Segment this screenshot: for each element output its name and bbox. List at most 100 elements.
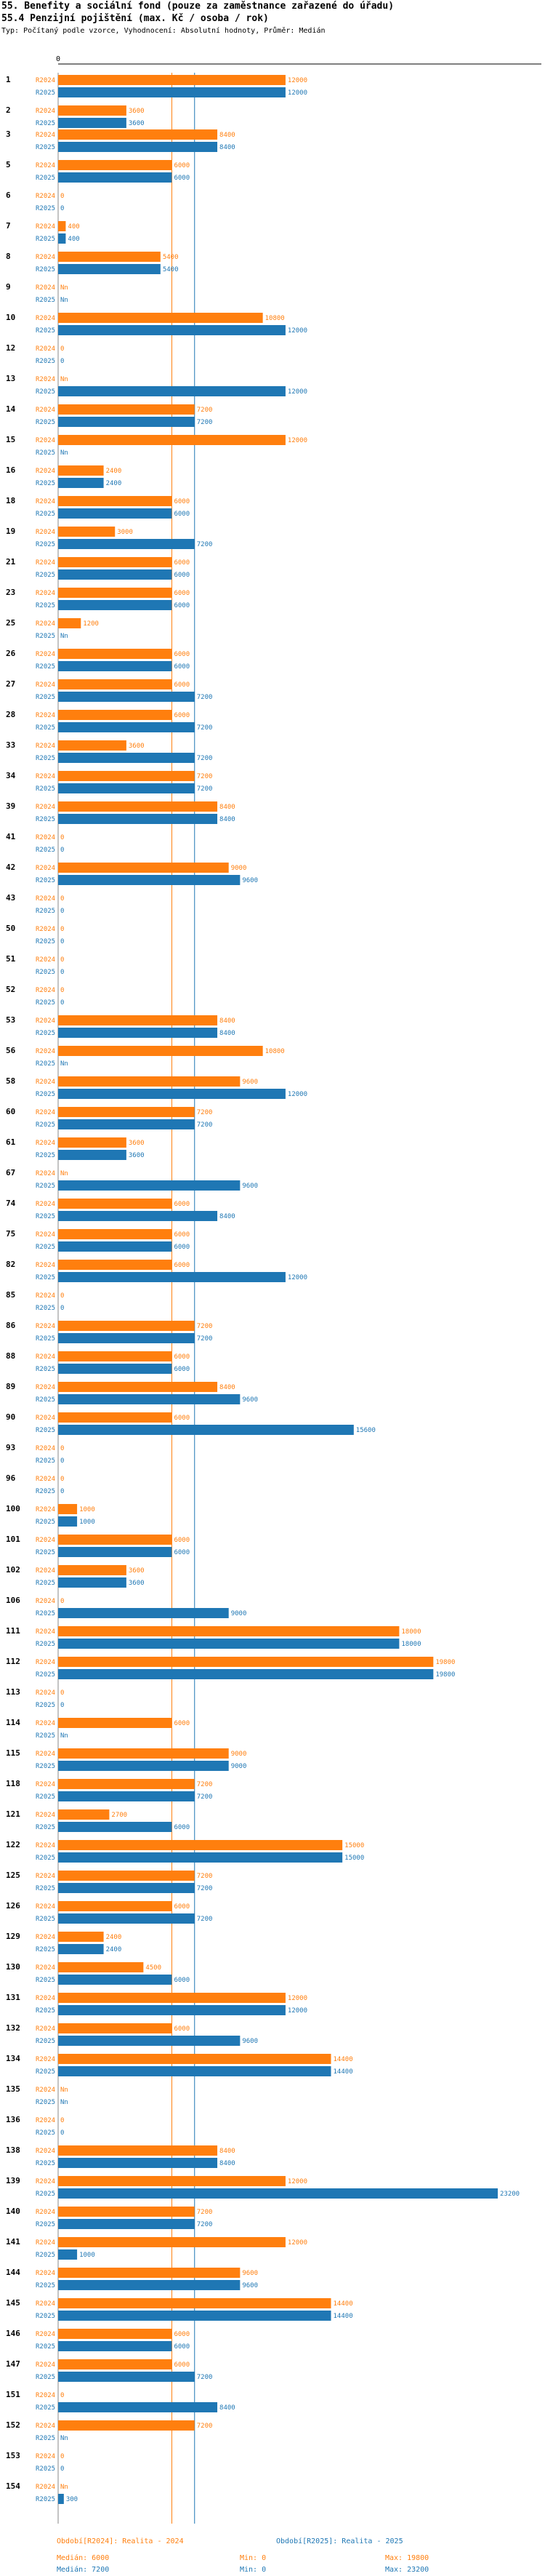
category-label: 12 xyxy=(6,343,15,353)
series-label-r2025: R2025 xyxy=(36,89,55,97)
value-label-r2025: 6000 xyxy=(174,175,190,182)
bar-r2025 xyxy=(58,1577,126,1588)
value-label-r2025: 6000 xyxy=(174,1366,190,1373)
series-label-r2024: R2024 xyxy=(36,2239,55,2247)
category-label: 138 xyxy=(6,2145,20,2155)
series-label-r2024: R2024 xyxy=(36,2056,55,2063)
value-label-r2025: 8400 xyxy=(219,144,235,151)
category-label: 15 xyxy=(6,435,15,444)
value-label-r2025: 9000 xyxy=(231,1610,247,1617)
legend-r2025-max: Max: 23200 xyxy=(385,2566,429,2574)
series-label-r2025: R2025 xyxy=(36,602,55,609)
series-label-r2024: R2024 xyxy=(36,345,55,353)
series-label-r2024: R2024 xyxy=(36,681,55,689)
series-label-r2024: R2024 xyxy=(36,1537,55,1544)
value-label-r2024: 7200 xyxy=(197,1873,213,1880)
value-label-r2025: 8400 xyxy=(219,1213,235,1220)
series-label-r2024: R2024 xyxy=(36,2484,55,2491)
bar-r2025 xyxy=(58,386,286,396)
series-label-r2025: R2025 xyxy=(36,816,55,823)
series-label-r2024: R2024 xyxy=(36,1567,55,1575)
bar-r2024 xyxy=(58,1748,229,1759)
series-label-r2024: R2024 xyxy=(36,1934,55,1941)
series-label-r2024: R2024 xyxy=(36,2453,55,2460)
bar-r2024 xyxy=(58,1199,172,1209)
value-label-r2025: 7200 xyxy=(197,541,213,548)
category-label: 151 xyxy=(6,2390,20,2399)
series-label-r2024: R2024 xyxy=(36,437,55,444)
value-label-r2024: 4500 xyxy=(145,1964,161,1972)
value-label-r2024: 0 xyxy=(60,1689,64,1697)
legend-r2025-label: Období[R2025]: Realita - 2025 xyxy=(276,2537,403,2545)
value-label-r2025: 6000 xyxy=(174,1549,190,1556)
series-label-r2024: R2024 xyxy=(36,1720,55,1727)
value-label-r2024: 6000 xyxy=(174,559,190,567)
bar-r2024 xyxy=(58,679,172,689)
bar-r2024 xyxy=(58,2176,286,2186)
series-label-r2024: R2024 xyxy=(36,1995,55,2002)
category-label: 90 xyxy=(6,1412,15,1422)
bar-r2024 xyxy=(58,1535,172,1545)
category-label: 50 xyxy=(6,924,15,933)
bar-r2025 xyxy=(58,783,195,793)
value-label-r2025: 7200 xyxy=(197,1885,213,1892)
category-label: 7 xyxy=(6,221,11,231)
value-label-r2024: 3600 xyxy=(129,108,145,115)
value-label-r2024: 7200 xyxy=(197,1781,213,1788)
value-label-r2024: 8400 xyxy=(219,2148,235,2155)
bar-r2025 xyxy=(58,2280,241,2290)
series-label-r2025: R2025 xyxy=(36,724,55,732)
category-label: 25 xyxy=(6,618,15,628)
bar-r2025 xyxy=(58,2311,331,2321)
series-label-r2025: R2025 xyxy=(36,2129,55,2137)
series-label-r2025: R2025 xyxy=(36,1488,55,1495)
value-label-r2024: Nn xyxy=(60,376,68,383)
bar-r2025 xyxy=(58,2188,498,2199)
category-label: 85 xyxy=(6,1290,15,1300)
series-label-r2024: R2024 xyxy=(36,559,55,567)
category-label: 139 xyxy=(6,2176,20,2185)
value-label-r2025: 6000 xyxy=(174,1977,190,1984)
series-label-r2024: R2024 xyxy=(36,529,55,536)
series-label-r2025: R2025 xyxy=(36,175,55,182)
value-label-r2024: 400 xyxy=(68,223,79,231)
series-label-r2025: R2025 xyxy=(36,1885,55,1892)
series-label-r2024: R2024 xyxy=(36,77,55,84)
bar-r2025 xyxy=(58,1180,241,1191)
series-label-r2024: R2024 xyxy=(36,2178,55,2185)
bar-r2024 xyxy=(58,129,218,140)
value-label-r2025: 6000 xyxy=(174,2343,190,2351)
bar-r2025 xyxy=(58,1669,434,1679)
category-label: 82 xyxy=(6,1260,15,1269)
series-label-r2024: R2024 xyxy=(36,1079,55,1086)
value-label-r2025: 0 xyxy=(60,969,64,976)
value-label-r2025: 3600 xyxy=(129,120,145,127)
series-label-r2024: R2024 xyxy=(36,1353,55,1361)
value-label-r2025: 7200 xyxy=(197,2221,213,2228)
category-label: 43 xyxy=(6,893,15,903)
category-label: 33 xyxy=(6,740,15,750)
series-label-r2025: R2025 xyxy=(36,1824,55,1831)
bar-r2024 xyxy=(58,2207,195,2217)
category-label: 129 xyxy=(6,1932,20,1941)
x-tick-label: 0 xyxy=(56,55,60,63)
bar-r2024 xyxy=(58,1076,241,1087)
bar-r2024 xyxy=(58,801,218,812)
value-label-r2025: Nn xyxy=(60,633,68,640)
category-label: 39 xyxy=(6,801,15,811)
bar-r2024 xyxy=(58,557,172,567)
value-label-r2025: 0 xyxy=(60,1457,64,1465)
value-label-r2025: 15600 xyxy=(356,1427,376,1434)
chart-note: Typ: Počítaný podle vzorce, Vyhodnocení:… xyxy=(1,27,326,35)
value-label-r2024: 6000 xyxy=(174,1231,190,1239)
series-label-r2025: R2025 xyxy=(36,969,55,976)
series-label-r2025: R2025 xyxy=(36,572,55,579)
category-label: 146 xyxy=(6,2329,20,2338)
series-label-r2024: R2024 xyxy=(36,1476,55,1483)
value-label-r2025: 6000 xyxy=(174,1244,190,1251)
series-label-r2024: R2024 xyxy=(36,315,55,322)
bar-r2025 xyxy=(58,1608,229,1618)
series-label-r2025: R2025 xyxy=(36,2282,55,2289)
value-label-r2024: 12000 xyxy=(288,77,307,84)
